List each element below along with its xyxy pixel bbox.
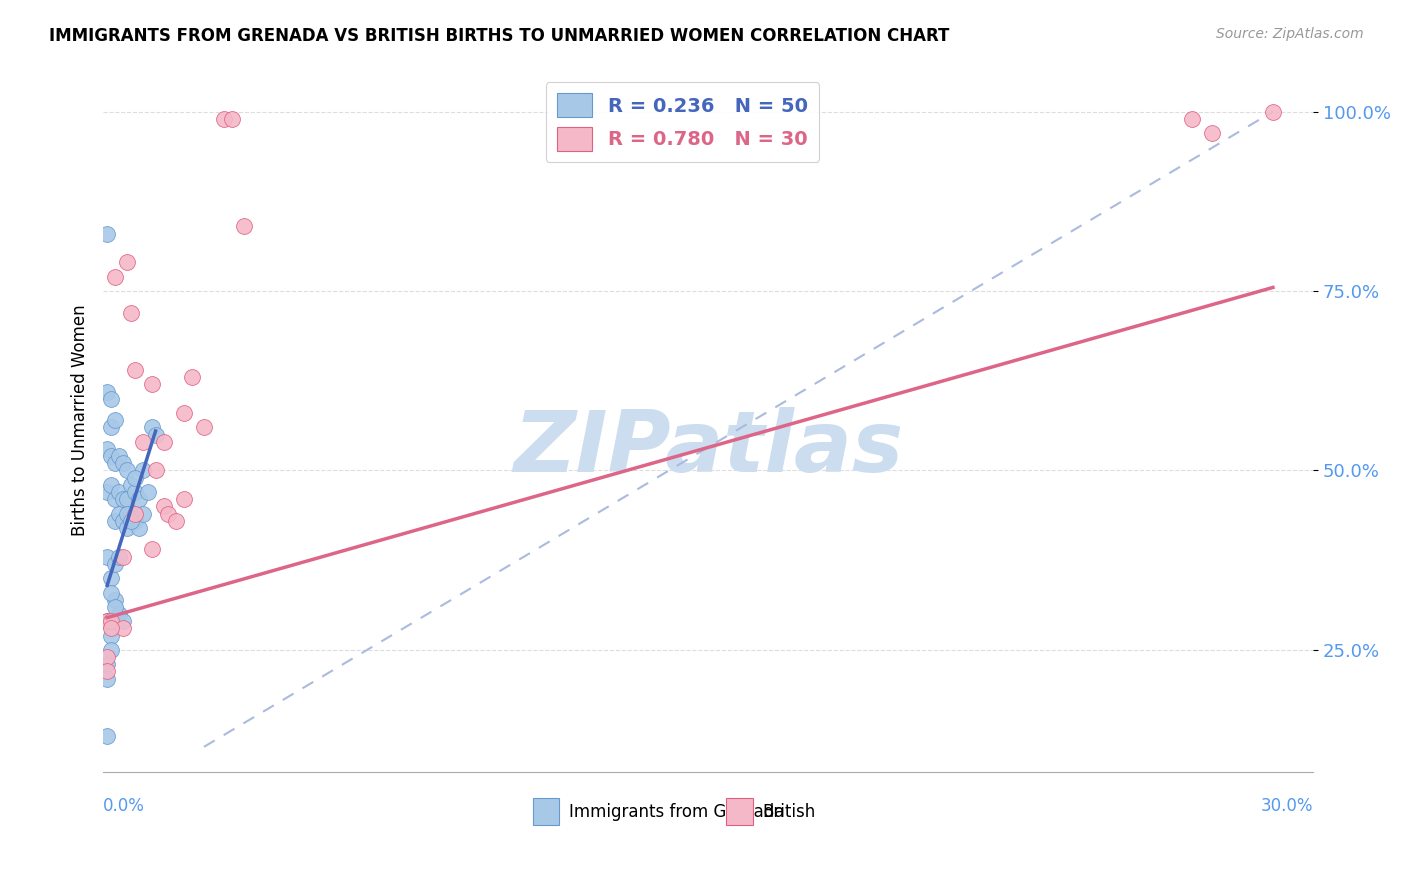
Point bbox=[145, 463, 167, 477]
Point bbox=[124, 507, 146, 521]
Legend: R = 0.236   N = 50, R = 0.780   N = 30: R = 0.236 N = 50, R = 0.780 N = 30 bbox=[546, 82, 820, 162]
Point bbox=[141, 542, 163, 557]
Point bbox=[104, 599, 127, 614]
Point bbox=[112, 614, 135, 628]
Point bbox=[100, 629, 122, 643]
Point bbox=[1181, 112, 1204, 126]
Text: British: British bbox=[762, 803, 815, 821]
Point bbox=[104, 514, 127, 528]
Point bbox=[117, 492, 139, 507]
Text: 30.0%: 30.0% bbox=[1261, 797, 1313, 815]
Point bbox=[96, 729, 118, 743]
Point bbox=[104, 557, 127, 571]
Point bbox=[100, 478, 122, 492]
Point bbox=[108, 607, 131, 621]
Point bbox=[117, 463, 139, 477]
Point bbox=[96, 614, 118, 628]
Text: 0.0%: 0.0% bbox=[103, 797, 145, 815]
Point bbox=[100, 643, 122, 657]
Point bbox=[180, 370, 202, 384]
Point bbox=[156, 507, 179, 521]
Point bbox=[117, 255, 139, 269]
Point bbox=[100, 621, 122, 635]
Point bbox=[120, 507, 142, 521]
Point bbox=[124, 485, 146, 500]
Point bbox=[173, 406, 195, 420]
Point bbox=[108, 485, 131, 500]
Text: IMMIGRANTS FROM GRENADA VS BRITISH BIRTHS TO UNMARRIED WOMEN CORRELATION CHART: IMMIGRANTS FROM GRENADA VS BRITISH BIRTH… bbox=[49, 27, 949, 45]
Point bbox=[128, 521, 150, 535]
Point bbox=[120, 305, 142, 319]
Point bbox=[212, 112, 235, 126]
Point bbox=[132, 434, 155, 449]
Point bbox=[96, 665, 118, 679]
Point bbox=[124, 471, 146, 485]
Point bbox=[120, 478, 142, 492]
Point bbox=[96, 650, 118, 665]
Point bbox=[96, 485, 118, 500]
Point bbox=[96, 672, 118, 686]
Point bbox=[96, 657, 118, 672]
Point bbox=[108, 549, 131, 564]
Bar bbox=[533, 798, 560, 825]
Point bbox=[233, 219, 256, 234]
Point bbox=[193, 420, 215, 434]
Point bbox=[141, 377, 163, 392]
Point bbox=[117, 507, 139, 521]
Point bbox=[128, 492, 150, 507]
Point bbox=[96, 227, 118, 241]
Point bbox=[145, 427, 167, 442]
Point bbox=[152, 500, 174, 514]
Text: ZIPatlas: ZIPatlas bbox=[513, 407, 903, 490]
Y-axis label: Births to Unmarried Women: Births to Unmarried Women bbox=[72, 304, 89, 536]
Point bbox=[124, 363, 146, 377]
Point bbox=[136, 485, 159, 500]
Point bbox=[104, 413, 127, 427]
Point bbox=[132, 507, 155, 521]
Point bbox=[173, 492, 195, 507]
Point bbox=[124, 514, 146, 528]
Point bbox=[104, 269, 127, 284]
Point bbox=[112, 549, 135, 564]
Point bbox=[112, 514, 135, 528]
Point bbox=[117, 521, 139, 535]
Point bbox=[108, 449, 131, 463]
Point bbox=[100, 449, 122, 463]
Point bbox=[104, 492, 127, 507]
Bar bbox=[727, 798, 754, 825]
Point bbox=[120, 514, 142, 528]
Text: Source: ZipAtlas.com: Source: ZipAtlas.com bbox=[1216, 27, 1364, 41]
Point bbox=[100, 392, 122, 406]
Point bbox=[100, 585, 122, 599]
Point bbox=[112, 456, 135, 470]
Point bbox=[100, 420, 122, 434]
Point bbox=[1201, 126, 1223, 140]
Point bbox=[165, 514, 187, 528]
Point bbox=[108, 507, 131, 521]
Point bbox=[96, 384, 118, 399]
Point bbox=[96, 549, 118, 564]
Text: Immigrants from Grenada: Immigrants from Grenada bbox=[569, 803, 785, 821]
Point bbox=[104, 456, 127, 470]
Point bbox=[1261, 104, 1284, 119]
Point bbox=[112, 621, 135, 635]
Point bbox=[112, 492, 135, 507]
Point bbox=[96, 614, 118, 628]
Point bbox=[100, 571, 122, 585]
Point bbox=[152, 434, 174, 449]
Point bbox=[221, 112, 243, 126]
Point bbox=[100, 614, 122, 628]
Point bbox=[132, 463, 155, 477]
Point bbox=[141, 420, 163, 434]
Point bbox=[104, 592, 127, 607]
Point bbox=[96, 442, 118, 456]
